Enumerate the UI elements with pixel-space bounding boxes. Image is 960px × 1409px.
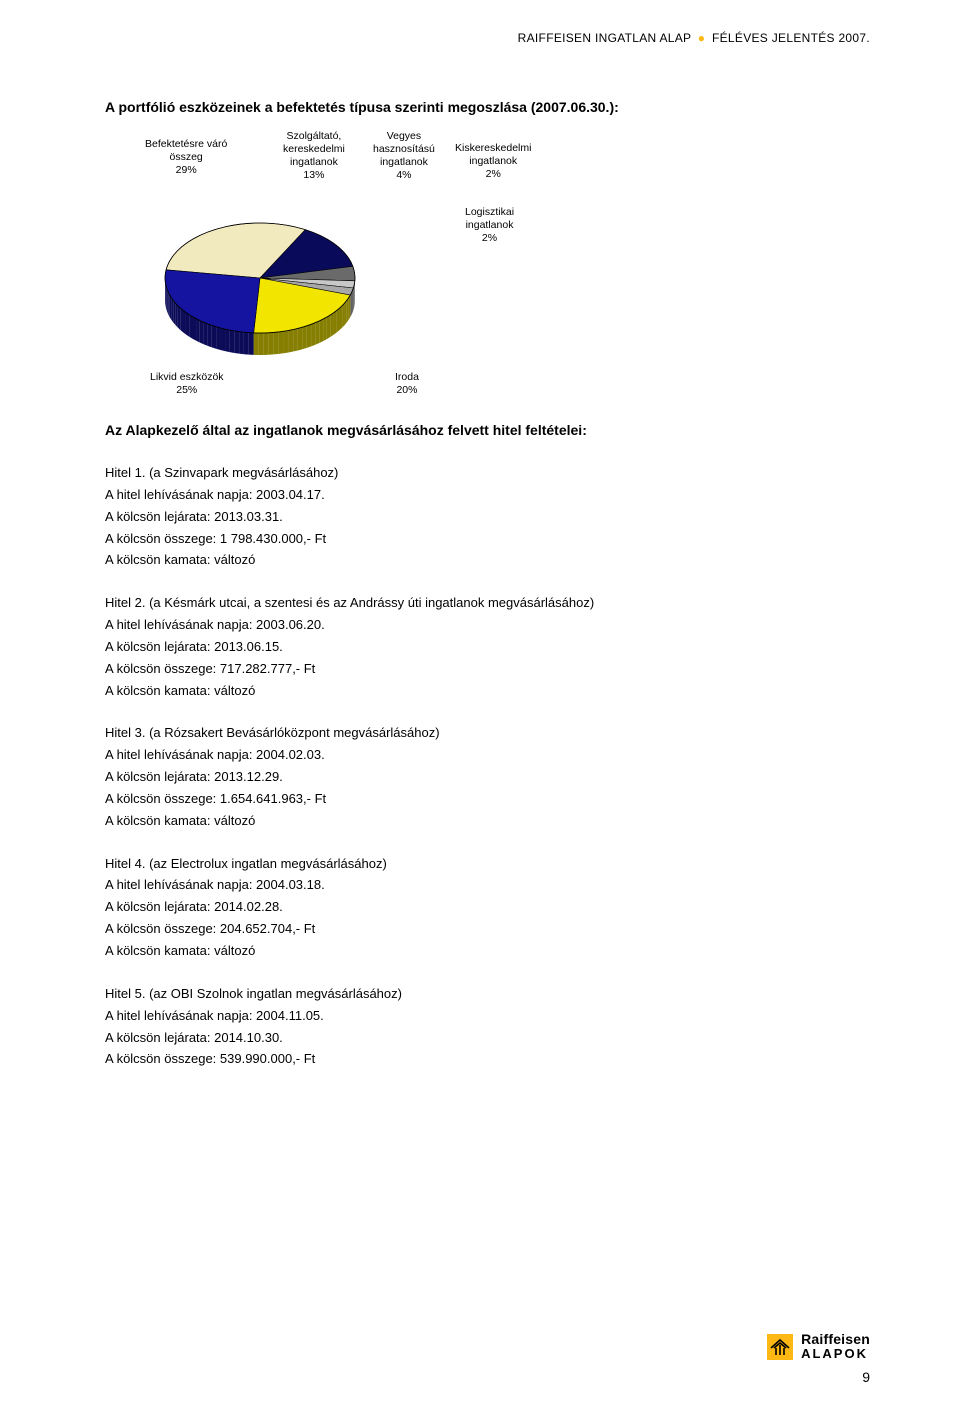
hitel-line: A kölcsön lejárata: 2013.12.29. — [105, 768, 870, 787]
chart-label: Szolgáltató,kereskedelmiingatlanok13% — [283, 130, 345, 183]
hitel-line: Hitel 1. (a Szinvapark megvásárlásához) — [105, 464, 870, 483]
logo-icon — [767, 1334, 793, 1360]
page-number: 9 — [767, 1367, 870, 1387]
chart-label: Likvid eszközök25% — [150, 371, 224, 397]
page-header: RAIFFEISEN INGATLAN ALAP ● FÉLÉVES JELEN… — [105, 30, 870, 47]
hitel-line: Hitel 4. (az Electrolux ingatlan megvásá… — [105, 855, 870, 874]
hitel-line: Hitel 2. (a Késmárk utcai, a szentesi és… — [105, 594, 870, 613]
hitel-block: Hitel 3. (a Rózsakert Bevásárlóközpont m… — [105, 724, 870, 830]
hitel-line: A hitel lehívásának napja: 2004.03.18. — [105, 876, 870, 895]
hitel-line: Hitel 3. (a Rózsakert Bevásárlóközpont m… — [105, 724, 870, 743]
header-left: RAIFFEISEN INGATLAN ALAP — [518, 31, 691, 45]
header-right: FÉLÉVES JELENTÉS 2007. — [712, 31, 870, 45]
page-footer: Raiffeisen ALAPOK 9 — [767, 1332, 870, 1387]
chart-title: A portfólió eszközeinek a befektetés típ… — [105, 97, 870, 117]
hitel-line: A kölcsön összege: 539.990.000,- Ft — [105, 1050, 870, 1069]
chart-label: Iroda20% — [395, 371, 419, 397]
hitel-line: A kölcsön lejárata: 2013.03.31. — [105, 508, 870, 527]
hitel-block: Hitel 5. (az OBI Szolnok ingatlan megvás… — [105, 985, 870, 1069]
hitel-line: A kölcsön összege: 1 798.430.000,- Ft — [105, 530, 870, 549]
section-title: Az Alapkezelő által az ingatlanok megvás… — [105, 420, 870, 440]
hitel-list: Hitel 1. (a Szinvapark megvásárlásához) A… — [105, 464, 870, 1069]
chart-label: Logisztikaiingatlanok2% — [465, 206, 514, 245]
hitel-line: A kölcsön lejárata: 2014.02.28. — [105, 898, 870, 917]
logo-line2: ALAPOK — [801, 1347, 870, 1361]
hitel-block: Hitel 2. (a Késmárk utcai, a szentesi és… — [105, 594, 870, 700]
hitel-line: A kölcsön kamata: változó — [105, 551, 870, 570]
hitel-block: Hitel 1. (a Szinvapark megvásárlásához) A… — [105, 464, 870, 570]
hitel-line: A kölcsön kamata: változó — [105, 682, 870, 701]
hitel-line: A hitel lehívásának napja: 2004.02.03. — [105, 746, 870, 765]
hitel-line: A kölcsön lejárata: 2013.06.15. — [105, 638, 870, 657]
hitel-line: A hitel lehívásának napja: 2003.04.17. — [105, 486, 870, 505]
hitel-line: A kölcsön lejárata: 2014.10.30. — [105, 1029, 870, 1048]
chart-label: Vegyeshasznosításúingatlanok4% — [373, 130, 435, 183]
hitel-line: Hitel 5. (az OBI Szolnok ingatlan megvás… — [105, 985, 870, 1004]
logo: Raiffeisen ALAPOK — [767, 1332, 870, 1360]
chart-label: Befektetésre váróösszeg29% — [145, 138, 227, 177]
dot-icon: ● — [695, 31, 709, 45]
hitel-line: A kölcsön összege: 204.652.704,- Ft — [105, 920, 870, 939]
hitel-line: A kölcsön kamata: változó — [105, 942, 870, 961]
chart-label: Kiskereskedelmiingatlanok2% — [455, 142, 531, 181]
logo-line1: Raiffeisen — [801, 1332, 870, 1347]
hitel-block: Hitel 4. (az Electrolux ingatlan megvásá… — [105, 855, 870, 961]
hitel-line: A kölcsön kamata: változó — [105, 812, 870, 831]
hitel-line: A kölcsön összege: 717.282.777,- Ft — [105, 660, 870, 679]
pie-chart: Befektetésre váróösszeg29%Szolgáltató,ke… — [105, 136, 645, 396]
logo-text: Raiffeisen ALAPOK — [801, 1332, 870, 1360]
hitel-line: A kölcsön összege: 1.654.641.963,- Ft — [105, 790, 870, 809]
pie-svg — [155, 206, 365, 376]
hitel-line: A hitel lehívásának napja: 2004.11.05. — [105, 1007, 870, 1026]
hitel-line: A hitel lehívásának napja: 2003.06.20. — [105, 616, 870, 635]
